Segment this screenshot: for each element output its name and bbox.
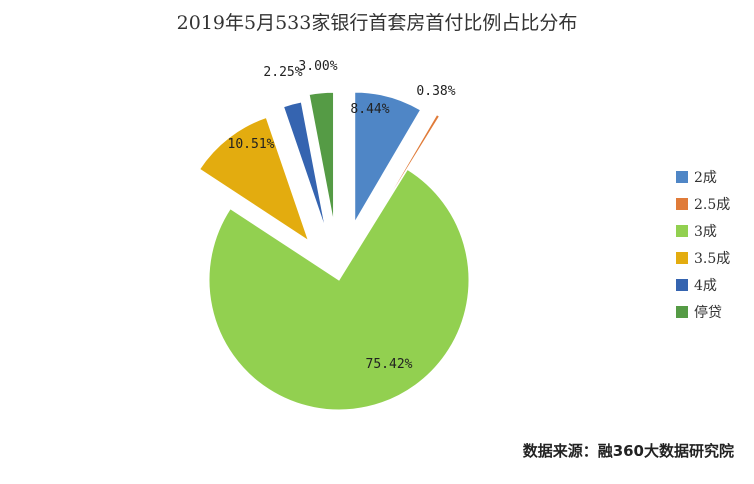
legend-label: 3.5成 (694, 250, 731, 267)
slice-data-label: 2.25% (263, 65, 302, 80)
legend-item: 4成 (676, 271, 730, 298)
pie-slice-0 (354, 91, 422, 224)
slice-data-label: 10.51% (228, 137, 275, 152)
legend-label: 2.5成 (694, 196, 731, 213)
legend-label: 停贷 (694, 304, 722, 321)
slice-data-label: 75.42% (366, 357, 413, 372)
legend-item: 3成 (676, 217, 730, 244)
legend-item: 停贷 (676, 298, 730, 325)
legend-swatch (676, 224, 688, 237)
legend-item: 2成 (676, 163, 730, 190)
pie-slice-5 (308, 91, 335, 223)
legend-item: 3.5成 (676, 244, 730, 271)
slice-data-label: 8.44% (350, 102, 389, 117)
legend: 2成 2.5成 3成 3.5成 4成停贷 (676, 163, 730, 325)
legend-label: 2成 (694, 169, 717, 186)
legend-swatch (676, 170, 688, 183)
source-note: 数据来源：融360大数据研究院 (522, 442, 734, 460)
pie-slice-1 (370, 114, 441, 228)
legend-label: 3成 (694, 223, 717, 240)
pie-slice-4 (282, 101, 327, 230)
slice-data-label: 3.00% (298, 59, 337, 74)
legend-swatch (676, 278, 688, 291)
slice-data-label: 0.38% (416, 84, 455, 99)
legend-label: 4成 (694, 277, 717, 294)
legend-swatch (676, 251, 688, 264)
pie-slice-3 (198, 116, 310, 242)
legend-swatch (676, 197, 688, 210)
legend-swatch (676, 305, 688, 318)
pie-slice-2 (208, 168, 470, 411)
chart-title: 2019年5月533家银行首套房首付比例占比分布 (176, 12, 578, 34)
legend-item: 2.5成 (676, 190, 730, 217)
